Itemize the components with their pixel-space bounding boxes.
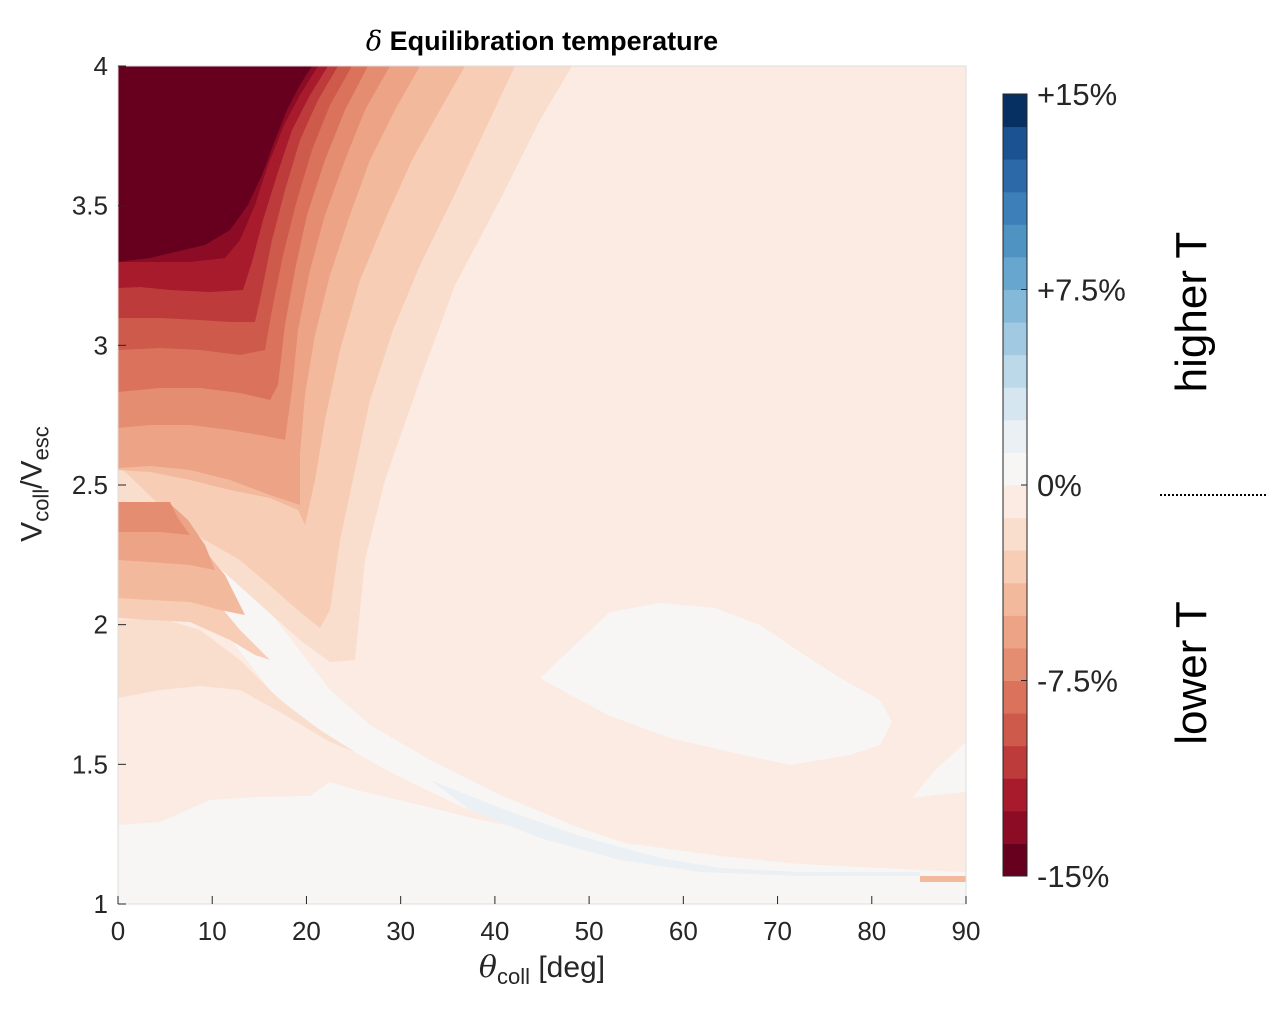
x-tick-label: 60 [669,916,698,946]
title-symbol: δ [365,26,383,57]
colorbar-tick-label: 0% [1037,468,1082,503]
x-tick-label: 30 [386,916,415,946]
y-label-v: V [15,521,49,542]
colorbar-segment [1003,713,1027,747]
chart-title: δ Equilibration temperature [118,26,966,57]
colorbar-segment [1003,419,1027,453]
colorbar-segment [1003,387,1027,421]
title-text: Equilibration temperature [389,26,719,56]
colorbar-segment [1003,550,1027,584]
colorbar-segment [1003,517,1027,551]
colorbar-segment [1003,582,1027,616]
colorbar-segment [1003,191,1027,225]
region-neutral-oval [540,603,892,765]
y-axis-label: Vcoll/Vesc [16,426,55,542]
colorbar: +15% +7.5% 0% -7.5% -15% [1002,77,1126,894]
y-tick-label: 2 [94,610,108,640]
sliver-light-blue [430,780,920,876]
x-tick-label: 90 [952,916,981,946]
y-tick-label: 1.5 [72,749,108,779]
y-tick-label: 2.5 [72,470,108,500]
x-tick-label: 50 [575,916,604,946]
colorbar-segment [1003,126,1027,160]
colorbar-segment [1003,615,1027,649]
x-tick-label: 80 [857,916,886,946]
y-tick-label: 1 [94,889,108,919]
colorbar-tick-label: +7.5% [1037,273,1126,308]
colorbar-segment [1003,354,1027,388]
x-axis-label: θcoll [deg] [118,950,966,990]
y-label-sub-coll: coll [28,488,54,522]
colorbar-divider [1160,494,1266,496]
y-axis: 1 1.5 2 2.5 3 3.5 4 [72,51,126,919]
colorbar-segment [1003,289,1027,323]
colorbar-tick-label: -7.5% [1037,664,1118,699]
colorbar-segment [1003,778,1027,812]
x-label-symbol: θ [478,950,497,985]
x-tick-label: 10 [198,916,227,946]
y-tick-label: 3 [94,330,108,360]
colorbar-segment [1003,485,1027,519]
colorbar-segment [1003,745,1027,779]
y-tick-label: 3.5 [72,191,108,221]
colorbar-tick-label: +15% [1037,77,1117,112]
x-label-unit: [deg] [538,951,606,984]
colorbar-segment [1003,159,1027,193]
colorbar-segment [1003,322,1027,356]
y-label-sub-esc: esc [28,426,54,461]
lower-t-label: lower T [1167,601,1216,745]
x-label-subscript: coll [496,964,530,989]
region-neutral-right-wedge [912,742,966,798]
heatmap-plot-area [117,65,967,905]
sliver-cooling-right-edge [920,876,966,882]
colorbar-segment [1003,94,1027,128]
colorbar-segment [1003,256,1027,290]
colorbar-tick-label: -15% [1037,859,1109,894]
y-tick-label: 4 [94,51,108,81]
colorbar-segment [1003,224,1027,258]
band-cooling-2b [118,618,355,752]
band-cooling-6b [118,502,190,535]
x-tick-label: 70 [763,916,792,946]
x-tick-label: 20 [292,916,321,946]
colorbar-segment [1003,810,1027,844]
region-neutral-diagonal-band [172,502,966,880]
x-axis: 0 10 20 30 40 50 60 70 80 90 [111,896,981,946]
colorbar-segment [1003,452,1027,486]
x-tick-label: 40 [480,916,509,946]
colorbar-segment [1003,843,1027,877]
colorbar-segment [1003,647,1027,681]
colorbar-segment [1003,680,1027,714]
higher-t-label: higher T [1167,231,1216,393]
x-tick-label: 0 [111,916,125,946]
band-cooling-strongest [118,66,312,262]
y-label-slash-v: /V [15,460,49,489]
